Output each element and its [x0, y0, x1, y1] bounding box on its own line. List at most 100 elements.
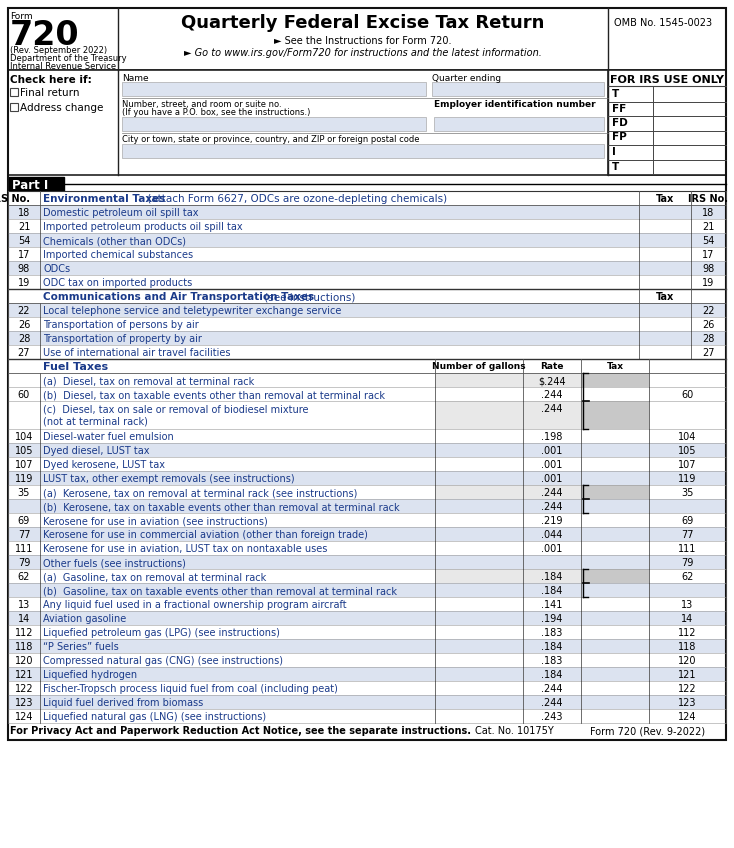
Text: 22: 22: [702, 306, 715, 316]
Text: 119: 119: [15, 474, 33, 484]
Text: Liquefied natural gas (LNG) (see instructions): Liquefied natural gas (LNG) (see instruc…: [43, 712, 266, 722]
Text: .244: .244: [541, 684, 563, 694]
Text: 54: 54: [18, 236, 30, 246]
Text: (a)  Diesel, tax on removal at terminal rack: (a) Diesel, tax on removal at terminal r…: [43, 376, 254, 386]
Bar: [8, 653, 726, 667]
Text: 105: 105: [15, 446, 33, 456]
Text: (b)  Kerosene, tax on taxable events other than removal at terminal rack: (b) Kerosene, tax on taxable events othe…: [43, 502, 399, 512]
Text: 13: 13: [18, 600, 30, 610]
Text: .244: .244: [541, 502, 563, 512]
Text: 104: 104: [678, 432, 697, 442]
Text: .194: .194: [541, 614, 563, 624]
Text: 77: 77: [681, 530, 694, 540]
Text: Local telephone service and teletypewriter exchange service: Local telephone service and teletypewrit…: [43, 306, 341, 316]
Bar: [8, 611, 726, 625]
Bar: [435, 401, 581, 429]
Bar: [8, 289, 726, 303]
Bar: [8, 247, 726, 261]
Text: City or town, state or province, country, and ZIP or foreign postal code: City or town, state or province, country…: [122, 135, 420, 144]
Text: Rate: Rate: [540, 362, 564, 371]
Text: 112: 112: [15, 628, 33, 638]
Bar: [8, 527, 726, 541]
Text: 121: 121: [678, 670, 697, 680]
Text: .184: .184: [541, 572, 563, 582]
Bar: [432, 82, 604, 96]
Text: .184: .184: [541, 586, 563, 596]
Text: Transportation of persons by air: Transportation of persons by air: [43, 320, 199, 330]
Text: LUST tax, other exempt removals (see instructions): LUST tax, other exempt removals (see ins…: [43, 474, 294, 484]
Bar: [8, 597, 726, 611]
Text: Number of gallons: Number of gallons: [432, 362, 526, 371]
Bar: [435, 569, 581, 583]
Text: 18: 18: [18, 208, 30, 218]
Text: 122: 122: [15, 684, 33, 694]
Text: 98: 98: [702, 264, 715, 274]
Text: 13: 13: [681, 600, 694, 610]
Text: Quarterly Federal Excise Tax Return: Quarterly Federal Excise Tax Return: [181, 14, 545, 32]
Text: Chemicals (other than ODCs): Chemicals (other than ODCs): [43, 236, 186, 246]
Text: 122: 122: [678, 684, 697, 694]
Text: (see instructions): (see instructions): [261, 292, 355, 302]
Text: 77: 77: [18, 530, 30, 540]
Text: 120: 120: [678, 656, 697, 666]
Text: Use of international air travel facilities: Use of international air travel faciliti…: [43, 348, 230, 358]
Text: Department of the Treasury: Department of the Treasury: [10, 54, 127, 63]
Text: Diesel-water fuel emulsion: Diesel-water fuel emulsion: [43, 432, 174, 442]
Text: FD: FD: [612, 118, 628, 128]
Bar: [8, 401, 726, 429]
Text: Employer identification number: Employer identification number: [434, 100, 595, 109]
Bar: [8, 639, 726, 653]
Text: .184: .184: [541, 642, 563, 652]
Text: 35: 35: [18, 488, 30, 498]
Text: 124: 124: [678, 712, 697, 722]
Bar: [434, 117, 604, 131]
Text: Address change: Address change: [20, 103, 103, 113]
Text: 105: 105: [678, 446, 697, 456]
Text: Domestic petroleum oil spill tax: Domestic petroleum oil spill tax: [43, 208, 198, 218]
Bar: [8, 70, 726, 175]
Text: 28: 28: [702, 334, 715, 344]
Text: Liquid fuel derived from biomass: Liquid fuel derived from biomass: [43, 698, 203, 708]
Bar: [8, 625, 726, 639]
Text: IRS No.: IRS No.: [688, 194, 729, 204]
Bar: [8, 583, 726, 597]
Bar: [8, 471, 726, 485]
Text: .001: .001: [541, 474, 563, 484]
Text: Name: Name: [122, 74, 148, 83]
Text: (attach Form 6627, ODCs are ozone-depleting chemicals): (attach Form 6627, ODCs are ozone-deplet…: [144, 194, 447, 204]
Text: 27: 27: [18, 348, 30, 358]
Text: .183: .183: [541, 628, 563, 638]
Text: 107: 107: [15, 460, 33, 470]
Bar: [8, 569, 726, 583]
Text: Imported chemical substances: Imported chemical substances: [43, 250, 193, 260]
Bar: [581, 569, 649, 583]
Text: Tax: Tax: [606, 362, 623, 371]
Bar: [8, 8, 726, 740]
Text: (not at terminal rack): (not at terminal rack): [43, 416, 148, 427]
Bar: [8, 513, 726, 527]
Text: (a)  Kerosene, tax on removal at terminal rack (see instructions): (a) Kerosene, tax on removal at terminal…: [43, 488, 357, 498]
Text: .001: .001: [541, 460, 563, 470]
Bar: [8, 709, 726, 723]
Bar: [8, 205, 726, 219]
Bar: [8, 443, 726, 457]
Text: Dyed diesel, LUST tax: Dyed diesel, LUST tax: [43, 446, 150, 456]
Text: 14: 14: [681, 614, 694, 624]
Bar: [8, 555, 726, 569]
Text: .243: .243: [541, 712, 563, 722]
Text: 79: 79: [681, 558, 694, 568]
Text: 111: 111: [15, 544, 33, 554]
Text: 69: 69: [18, 516, 30, 526]
Text: OMB No. 1545-0023: OMB No. 1545-0023: [614, 18, 712, 28]
Bar: [122, 82, 426, 96]
Bar: [8, 177, 64, 191]
Text: .219: .219: [541, 516, 563, 526]
Bar: [435, 485, 581, 499]
Text: Transportation of property by air: Transportation of property by air: [43, 334, 202, 344]
Text: Final return: Final return: [20, 88, 79, 98]
Text: IRS No.: IRS No.: [0, 194, 30, 204]
Bar: [8, 191, 726, 205]
Text: 26: 26: [18, 320, 30, 330]
Text: Kerosene for use in aviation (see instructions): Kerosene for use in aviation (see instru…: [43, 516, 268, 526]
Text: FP: FP: [612, 132, 627, 142]
